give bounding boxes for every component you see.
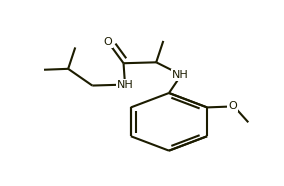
Text: O: O xyxy=(104,37,112,47)
Text: O: O xyxy=(228,102,237,111)
Text: NH: NH xyxy=(172,70,189,80)
Text: NH: NH xyxy=(117,80,133,90)
